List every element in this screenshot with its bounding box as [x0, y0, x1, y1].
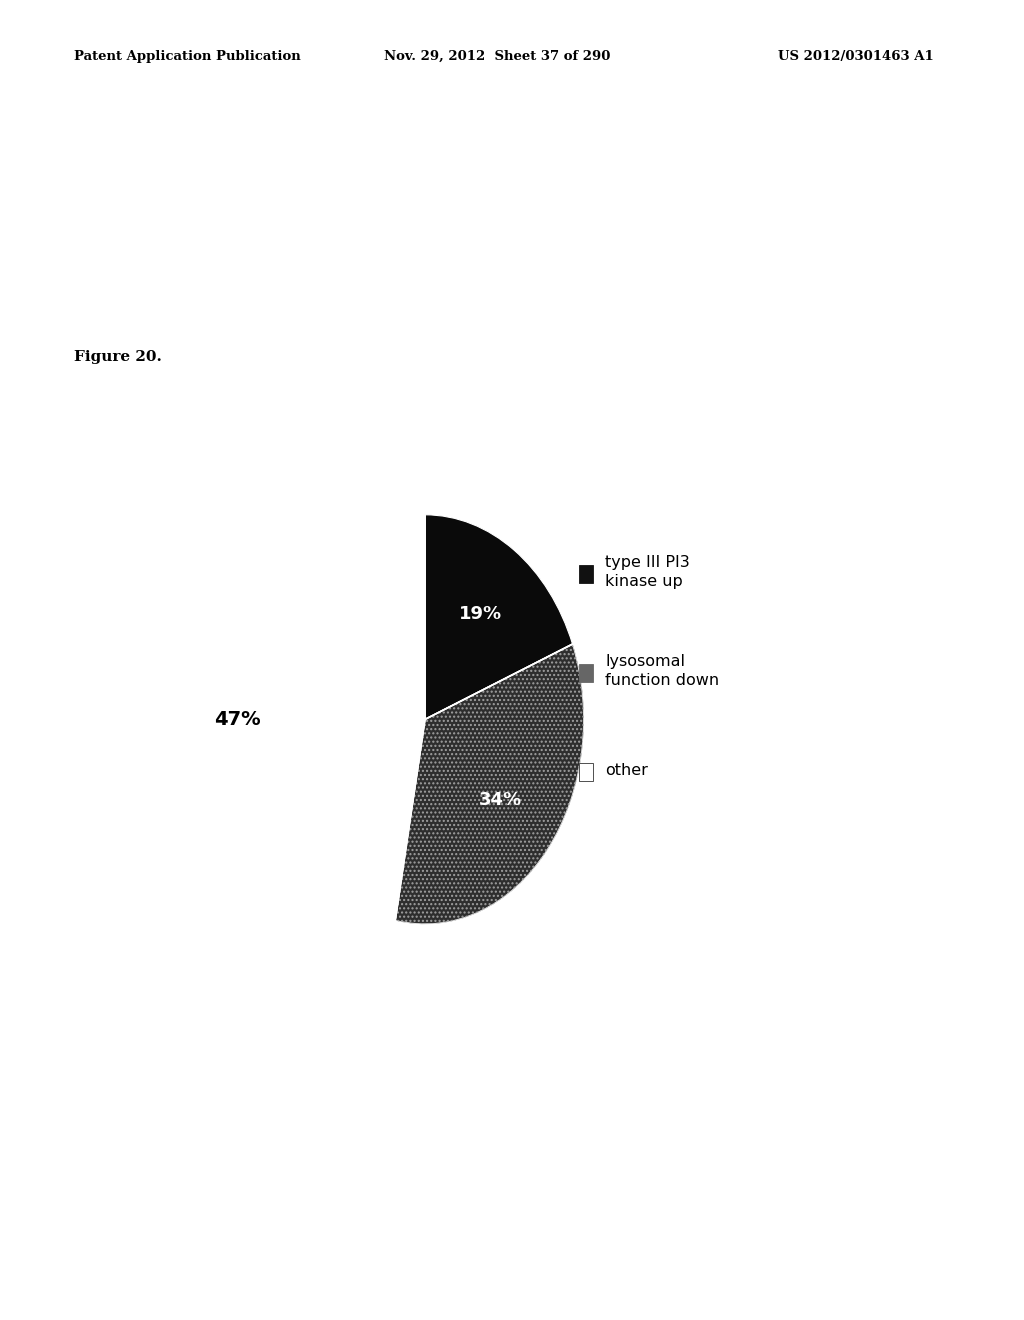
- Bar: [579, 565, 593, 583]
- Text: type III PI3
kinase up: type III PI3 kinase up: [605, 556, 690, 590]
- Text: 34%: 34%: [479, 791, 522, 809]
- Bar: [579, 763, 593, 781]
- Text: lysosomal
function down: lysosomal function down: [605, 655, 719, 689]
- Text: 47%: 47%: [214, 710, 261, 729]
- Wedge shape: [425, 515, 572, 719]
- Wedge shape: [395, 644, 584, 924]
- Text: Patent Application Publication: Patent Application Publication: [74, 50, 300, 63]
- Text: 19%: 19%: [459, 606, 502, 623]
- Text: Figure 20.: Figure 20.: [74, 350, 162, 364]
- Wedge shape: [266, 515, 425, 920]
- Bar: [579, 664, 593, 682]
- Text: Nov. 29, 2012  Sheet 37 of 290: Nov. 29, 2012 Sheet 37 of 290: [384, 50, 610, 63]
- Text: other: other: [605, 763, 648, 777]
- Text: US 2012/0301463 A1: US 2012/0301463 A1: [778, 50, 934, 63]
